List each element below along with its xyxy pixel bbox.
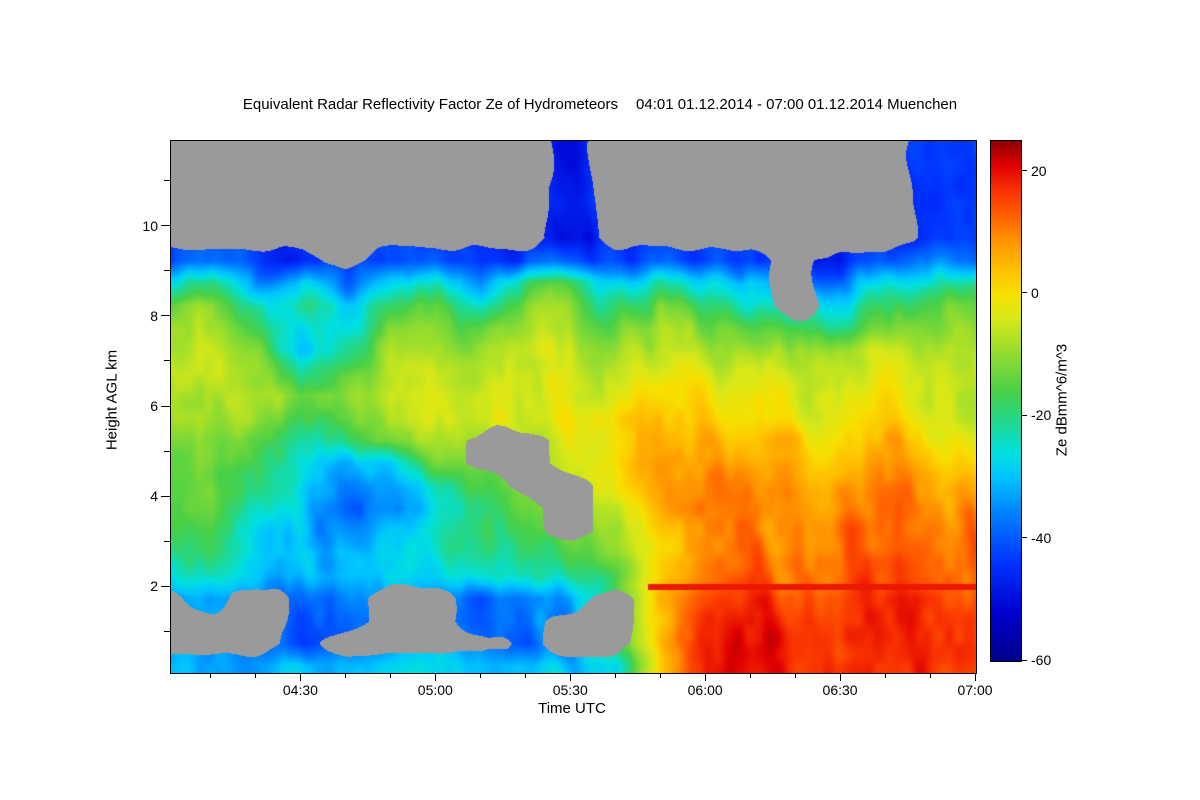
x-minor-tick: [479, 673, 481, 678]
x-major-tick: [299, 673, 301, 681]
x-minor-tick: [524, 673, 526, 678]
y-major-tick: [161, 225, 170, 227]
y-major-tick: [161, 315, 170, 317]
colorbar-tick: [1021, 659, 1027, 661]
x-major-tick: [434, 673, 436, 681]
y-tick-label: 10: [142, 217, 158, 234]
x-tick-label: 06:30: [822, 682, 858, 698]
colorbar-tick: [1021, 414, 1027, 416]
colorbar-gradient: [991, 141, 1021, 661]
x-axis-label: Time UTC: [538, 700, 606, 717]
y-minor-tick: [164, 450, 170, 452]
x-minor-tick: [659, 673, 661, 678]
chart-title-range: 04:01 01.12.2014 - 07:00 01.12.2014 Muen…: [636, 96, 958, 113]
x-minor-tick: [389, 673, 391, 678]
x-minor-tick: [254, 673, 256, 678]
x-minor-tick: [749, 673, 751, 678]
y-minor-tick: [164, 630, 170, 632]
colorbar-tick: [1021, 170, 1027, 172]
x-minor-tick: [614, 673, 616, 678]
chart-title-main: Equivalent Radar Reflectivity Factor Ze …: [242, 96, 619, 113]
reflectivity-heatmap: [171, 141, 976, 673]
colorbar-tick: [1021, 537, 1027, 539]
y-major-tick: [161, 405, 170, 407]
x-tick-label: 07:00: [957, 682, 993, 698]
y-tick-label: 2: [150, 578, 158, 595]
x-tick-label: 05:00: [417, 682, 453, 698]
y-minor-tick: [164, 270, 170, 272]
x-major-tick: [974, 673, 976, 681]
y-minor-tick: [164, 180, 170, 182]
colorbar: [990, 140, 1022, 662]
x-minor-tick: [794, 673, 796, 678]
colorbar-tick-label: -60: [1031, 652, 1052, 668]
colorbar-tick: [1021, 292, 1027, 294]
x-minor-tick: [929, 673, 931, 678]
y-minor-tick: [164, 360, 170, 362]
y-major-tick: [161, 585, 170, 587]
y-major-tick: [161, 495, 170, 497]
x-major-tick: [704, 673, 706, 681]
y-tick-label: 8: [150, 307, 158, 324]
plot-area: [170, 140, 977, 674]
x-tick-label: 05:30: [552, 682, 588, 698]
x-minor-tick: [209, 673, 211, 678]
x-tick-label: 04:30: [282, 682, 318, 698]
x-minor-tick: [884, 673, 886, 678]
x-minor-tick: [344, 673, 346, 678]
y-minor-tick: [164, 540, 170, 542]
colorbar-tick-label: -40: [1031, 529, 1052, 546]
colorbar-tick-label: 20: [1031, 162, 1047, 179]
colorbar-label: Ze dBmm^6/m^3: [1053, 343, 1071, 457]
chart-title: Equivalent Radar Reflectivity Factor Ze …: [150, 96, 1050, 113]
x-major-tick: [569, 673, 571, 681]
x-major-tick: [839, 673, 841, 681]
x-tick-label: 06:00: [687, 682, 723, 698]
y-tick-label: 4: [150, 488, 158, 505]
colorbar-tick-label: 0: [1031, 284, 1039, 301]
y-tick-label: 6: [150, 398, 158, 414]
colorbar-tick-label: -20: [1031, 407, 1052, 424]
